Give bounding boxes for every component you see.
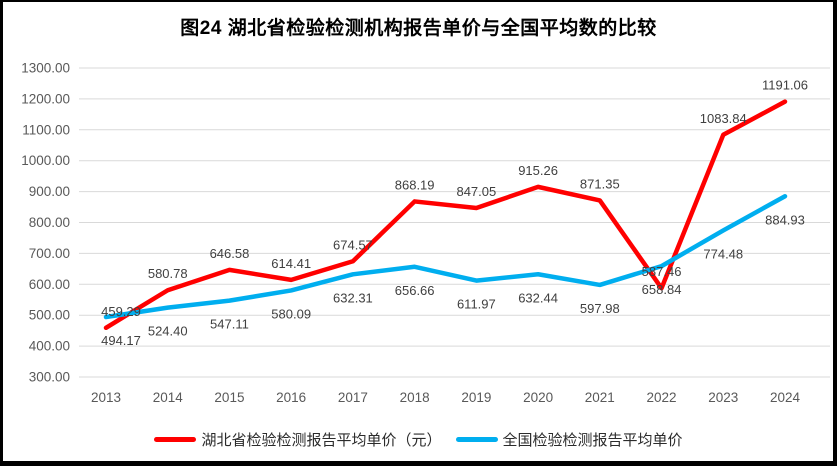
data-label-hubei: 459.29 (101, 304, 141, 319)
data-label-hubei: 646.58 (210, 246, 250, 261)
legend-label-hubei: 湖北省检验检测报告平均单价（元） (201, 432, 442, 449)
x-tick-label: 2022 (647, 390, 677, 405)
data-label-hubei: 614.41 (271, 256, 311, 271)
data-label-hubei: 1083.84 (700, 111, 747, 126)
data-label-national: 524.40 (148, 324, 188, 339)
x-tick-label: 2019 (461, 390, 491, 405)
x-tick-label: 2021 (585, 390, 615, 405)
x-tick-label: 2014 (153, 390, 184, 405)
data-label-hubei: 580.78 (148, 266, 188, 281)
y-tick-label: 600.00 (29, 277, 70, 292)
data-label-national: 580.09 (271, 306, 311, 321)
y-tick-label: 1300.00 (21, 61, 70, 76)
data-label-national: 632.44 (518, 290, 558, 305)
data-label-hubei: 587.46 (642, 264, 682, 279)
legend-swatch-hubei-line-icon (154, 437, 197, 442)
legend-item-hubei: 湖北省检验检测报告平均单价（元） (154, 429, 442, 450)
chart-title: 图24 湖北省检验检测机构报告单价与全国平均数的比较 (180, 18, 657, 39)
data-label-hubei: 674.57 (333, 237, 373, 252)
x-tick-label: 2024 (770, 390, 801, 405)
series-line-national (103, 194, 788, 320)
series-line-hubei (103, 99, 788, 331)
data-label-hubei: 915.26 (518, 163, 558, 178)
data-label-national: 774.48 (703, 246, 743, 261)
data-label-national: 884.93 (765, 212, 805, 227)
legend-label-national: 全国检验检测报告平均单价 (502, 432, 683, 449)
data-label-national: 658.84 (642, 282, 682, 297)
legend-item-national: 全国检验检测报告平均单价 (455, 429, 683, 450)
y-tick-label: 700.00 (29, 246, 70, 261)
y-tick-label: 300.00 (29, 370, 70, 385)
y-tick-label: 900.00 (29, 184, 70, 199)
data-label-national: 597.98 (580, 301, 620, 316)
y-tick-label: 800.00 (29, 215, 70, 230)
x-tick-label: 2017 (338, 390, 368, 405)
y-tick-label: 500.00 (29, 308, 70, 323)
x-tick-label: 2018 (400, 390, 430, 405)
x-tick-label: 2015 (214, 390, 244, 405)
data-label-national: 494.17 (101, 333, 141, 348)
x-tick-label: 2020 (523, 390, 553, 405)
y-tick-label: 1200.00 (21, 91, 70, 106)
data-label-hubei: 847.05 (456, 184, 496, 199)
y-tick-label: 1000.00 (21, 153, 70, 168)
data-label-hubei: 868.19 (395, 177, 435, 192)
legend: 湖北省检验检测报告平均单价（元） 全国检验检测报告平均单价 (0, 429, 837, 450)
data-label-national: 656.66 (395, 283, 435, 298)
x-tick-label: 2016 (276, 390, 306, 405)
y-tick-label: 1100.00 (22, 122, 70, 137)
y-tick-label: 400.00 (29, 339, 70, 354)
data-label-hubei: 871.35 (580, 176, 620, 191)
data-label-national: 611.97 (457, 297, 496, 312)
data-label-hubei: 1191.06 (762, 78, 808, 93)
x-tick-label: 2023 (708, 390, 738, 405)
data-label-national: 547.11 (210, 317, 249, 332)
x-tick-label: 2013 (91, 390, 121, 405)
data-label-national: 632.31 (333, 290, 373, 305)
legend-swatch-national-line-icon (455, 437, 498, 442)
